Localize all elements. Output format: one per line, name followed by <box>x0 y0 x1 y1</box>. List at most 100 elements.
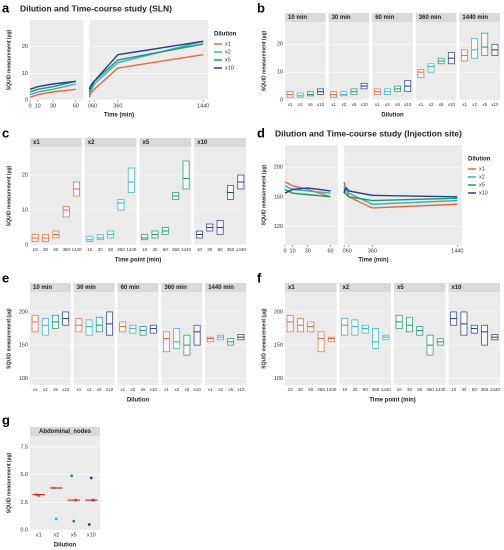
x-tick-label: 1440 <box>181 247 192 252</box>
y-tick-label: 100 <box>274 376 283 382</box>
legend-label: x1 <box>479 166 485 172</box>
x-tick-label: 10 <box>87 247 93 252</box>
x-tick-label: 60 <box>73 103 79 109</box>
y-tick-label: 20 <box>277 42 283 48</box>
series-line <box>284 185 331 194</box>
facet-title: 10 min <box>288 15 307 21</box>
x-tick-label: 60 <box>417 387 423 392</box>
x-tick-label: 360 <box>62 247 70 252</box>
y-axis-label: SQUID measurement (µg) <box>6 165 12 226</box>
x-tick-label: x5 <box>395 102 400 107</box>
x-tick-label: 360 <box>113 103 122 109</box>
y-tick-label: 200 <box>19 309 28 315</box>
facet-title: x5 <box>397 285 404 291</box>
x-tick-label: 30 <box>298 387 304 392</box>
x-tick-label: x1 <box>462 102 467 107</box>
series-line <box>343 181 458 209</box>
x-axis-label: Time point (min) <box>369 398 416 404</box>
box <box>481 32 489 56</box>
x-axis-label: Dilution <box>54 543 77 549</box>
x-tick-label: 60 <box>218 247 224 252</box>
x-tick-label: x1 <box>77 387 82 392</box>
panel-letter: b <box>257 0 265 15</box>
x-tick-label: x1 <box>331 102 336 107</box>
box <box>31 314 39 333</box>
box <box>117 199 125 211</box>
legend-label: x5 <box>225 57 231 63</box>
series-line <box>284 181 331 198</box>
x-tick-label: 0 <box>28 103 31 109</box>
x-tick-label: 1440 <box>490 387 501 392</box>
plot-panel <box>344 145 462 245</box>
facet-strip <box>30 427 100 436</box>
x-tick-label: 0 <box>283 248 286 254</box>
x-axis-label: Time point (min) <box>115 258 162 264</box>
legend-title: Dilution <box>214 32 237 38</box>
x-tick-label: 360 <box>372 387 380 392</box>
x-tick-label: x2 <box>341 102 346 107</box>
facet-title: x5 <box>143 140 150 146</box>
x-tick-label: x10 <box>193 387 201 392</box>
x-tick-label: 1440 <box>236 247 247 252</box>
x-tick-label: x10 <box>150 387 158 392</box>
series-line <box>88 43 204 93</box>
x-tick-label: x2 <box>385 102 390 107</box>
facet-strip <box>117 283 159 292</box>
box <box>481 324 488 346</box>
x-tick-label: 1440 <box>126 247 137 252</box>
panel-letter: g <box>2 412 10 427</box>
facet-title: 1440 min <box>208 285 234 291</box>
x-tick-label: x10 <box>317 102 325 107</box>
y-tick-label: 5.0 <box>20 472 28 478</box>
box <box>427 63 435 73</box>
box <box>182 160 190 190</box>
facet-strip <box>328 13 370 22</box>
legend-label: x2 <box>479 174 485 180</box>
box <box>406 316 413 333</box>
x-tick-label: x10 <box>237 387 245 392</box>
x-tick-label: 30 <box>407 387 413 392</box>
facet-strip <box>339 283 391 292</box>
x-tick-label: x10 <box>404 102 412 107</box>
x-tick-label: x5 <box>185 387 190 392</box>
box <box>417 69 425 79</box>
box <box>62 206 70 218</box>
facet-title: x2 <box>88 140 95 146</box>
x-tick-label: 360 <box>227 247 235 252</box>
box <box>141 234 149 241</box>
x-axis-label: Dilution <box>127 398 150 404</box>
series-line <box>29 80 76 90</box>
box <box>41 318 49 336</box>
x-tick-label: 360 <box>172 247 180 252</box>
y-axis-label: SQUID measurement (µg) <box>6 452 12 513</box>
series-line <box>88 40 204 95</box>
y-tick-label: 100 <box>19 376 28 382</box>
y-tick-label: 200 <box>274 309 283 315</box>
panel-letter: a <box>2 0 10 15</box>
facet-strip <box>448 283 500 292</box>
x-tick-label: x2 <box>53 532 59 538</box>
box <box>96 234 104 241</box>
facet-strip <box>285 283 337 292</box>
facet-title: 1440 min <box>462 15 488 21</box>
y-tick-label: 10 <box>22 207 28 213</box>
x-tick-label: 1440 <box>197 103 209 109</box>
facet-strip <box>30 138 82 147</box>
x-tick-label: 30 <box>153 247 159 252</box>
x-tick-label: x2 <box>43 387 48 392</box>
box <box>361 324 369 334</box>
x-tick-label: 10 <box>197 247 203 252</box>
x-tick-label: x10 <box>491 102 499 107</box>
x-tick-label: x5 <box>228 387 233 392</box>
facet-strip <box>285 13 326 22</box>
series-line <box>343 186 458 198</box>
x-tick-label: 10 <box>35 103 41 109</box>
x-tick-label: x5 <box>439 102 444 107</box>
facet-title: x1 <box>33 140 40 146</box>
data-point <box>70 474 74 478</box>
legend-label: x10 <box>479 190 488 196</box>
y-tick-label: 150 <box>274 343 283 349</box>
box <box>317 331 325 353</box>
chart-title: Dilution and Time-course study (SLN) <box>20 3 172 13</box>
x-tick-label: 10 <box>451 387 457 392</box>
